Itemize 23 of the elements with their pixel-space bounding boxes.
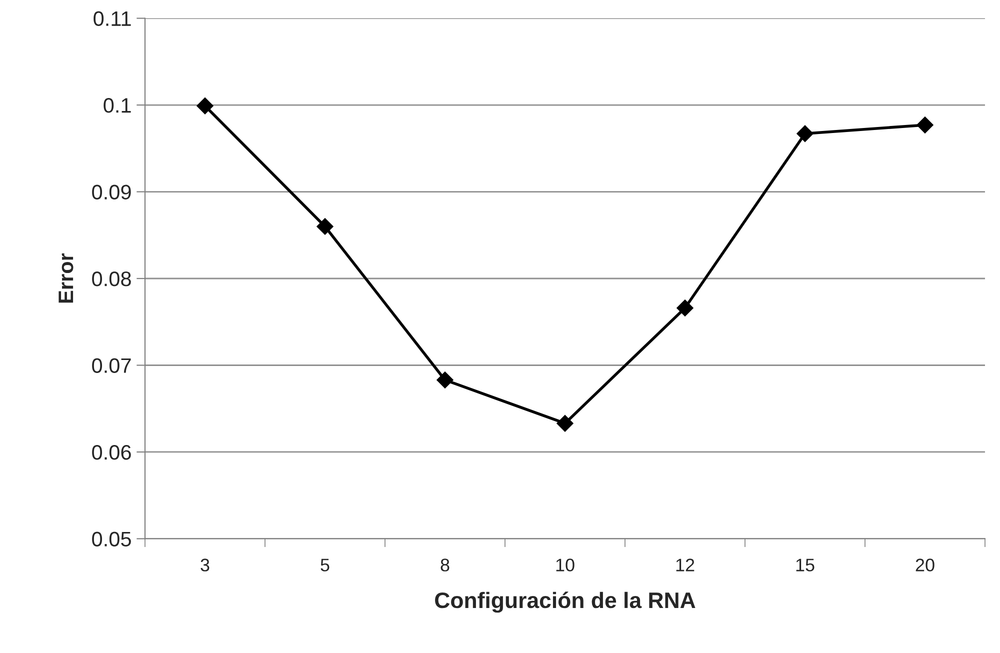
- point: [436, 372, 454, 388]
- x-tick-label: 12: [676, 558, 694, 572]
- point: [916, 116, 934, 134]
- y-tick-label: 0.07: [92, 358, 131, 373]
- y-tick-label: 0.11: [94, 11, 131, 26]
- x-tick-label: 10: [556, 558, 574, 572]
- y-axis-title: Error: [58, 253, 74, 303]
- x-tick-label: 5: [320, 558, 330, 572]
- y-tick-label: 0.06: [92, 444, 131, 460]
- y-tick-label: 0.1: [104, 98, 131, 113]
- point: [796, 125, 814, 142]
- point: [556, 414, 574, 432]
- point: [316, 218, 334, 235]
- point: [196, 98, 214, 114]
- y-tick-label: 0.08: [92, 272, 131, 286]
- point: [676, 300, 694, 316]
- x-tick-label: 3: [200, 558, 210, 572]
- x-axis-title: Configuración de la RNA: [435, 592, 696, 613]
- y-tick-label: 0.09: [92, 184, 131, 200]
- x-tick-label: 15: [796, 558, 814, 572]
- x-tick-label: 8: [440, 558, 450, 572]
- x-tick-label: 20: [916, 558, 934, 572]
- y-tick-label: 0.05: [92, 532, 131, 546]
